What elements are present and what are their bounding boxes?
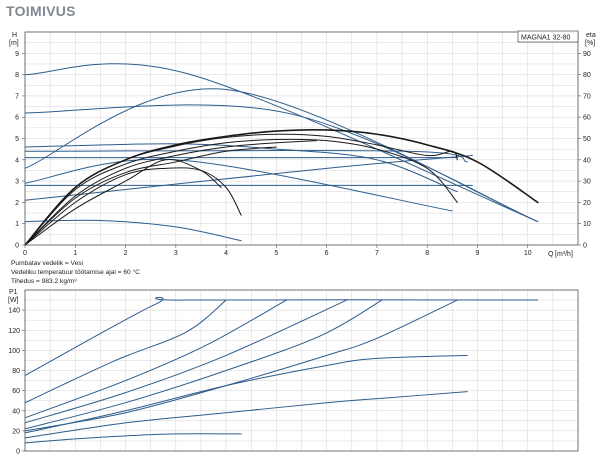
note-liquid: Pumbatav vedelik = Vesi: [11, 260, 84, 267]
x-tick-label: 2: [124, 250, 128, 257]
y2-tick-label: 10: [583, 221, 591, 228]
y-axis-unit-p1: [W]: [8, 297, 19, 304]
y-tick-label: 9: [15, 51, 19, 58]
upper-series: [24, 63, 539, 246]
efficiency-curve-14: [24, 140, 318, 246]
y2-tick-label: 30: [583, 179, 591, 186]
p1-tick-label: 60: [12, 388, 20, 395]
note-density: Tihedus = 983.2 kg/m³: [11, 278, 77, 285]
power-curve-1: [24, 296, 539, 377]
model-box: [517, 30, 579, 43]
y2-axis-label-eta: eta: [586, 32, 596, 39]
head-curve-6: [24, 88, 539, 223]
p1-tick-label: 20: [12, 428, 20, 435]
lower-ticks: 0 20 40 60 80 100 120 140: [8, 308, 25, 456]
head-curve-1: [24, 63, 539, 223]
y2-tick-label: 60: [583, 115, 591, 122]
x-tick-label: 6: [325, 250, 329, 257]
y-axis-label-p1: P1: [9, 289, 18, 296]
power-curve-4: [24, 299, 348, 424]
x-tick-label: 4: [224, 250, 228, 257]
y-tick-label: 7: [15, 93, 19, 100]
y2-axis-unit-eta: [%]: [585, 40, 595, 47]
y-tick-label: 4: [15, 157, 19, 164]
y-axis-unit-h: [m]: [9, 40, 19, 47]
lower-series: [24, 296, 539, 444]
power-curve-3: [24, 299, 287, 419]
y-axis-label-h: H: [12, 32, 17, 39]
note-temperature: Vedeliku temperatuur töötamise ajal = 60…: [11, 268, 140, 276]
p1-tick-label: 40: [12, 408, 20, 415]
head-curve-7: [24, 158, 453, 212]
model-label: MAGNA1 32-80: [521, 35, 571, 42]
y-tick-label: 3: [15, 179, 19, 186]
p1-tick-label: 100: [8, 348, 20, 355]
p1-tick-label: 120: [8, 328, 20, 335]
power-curve-6: [24, 299, 458, 432]
y2-tick-label: 20: [583, 200, 591, 207]
head-curve-9: [24, 219, 242, 242]
x-tick-label: 0: [23, 250, 27, 257]
y-tick-label: 8: [15, 72, 19, 79]
y-tick-label: 0: [15, 243, 19, 250]
y2-tick-label: 90: [583, 51, 591, 58]
efficiency-curve-12: [24, 133, 458, 246]
y2-tick-label: 50: [583, 136, 591, 143]
power-curve-2: [24, 299, 227, 404]
y-tick-label: 5: [15, 136, 19, 143]
p1-tick-label: 80: [12, 368, 20, 375]
p1-tick-label: 0: [16, 449, 20, 456]
x-tick-label: 7: [375, 250, 379, 257]
p1-tick-label: 140: [8, 308, 20, 315]
y2-tick-label: 40: [583, 157, 591, 164]
x-tick-label: 8: [425, 250, 429, 257]
x-tick-label: 5: [274, 250, 278, 257]
y-tick-label: 1: [15, 221, 19, 228]
y-tick-label: 2: [15, 200, 19, 207]
y2-tick-label: 0: [583, 243, 587, 250]
y2-tick-label: 80: [583, 72, 591, 79]
head-curve-2: [24, 104, 539, 223]
x-tick-label: 10: [524, 250, 532, 257]
head-curve-10: [24, 143, 458, 193]
x-tick-label: 9: [476, 250, 480, 257]
x-tick-label: 3: [174, 250, 178, 257]
x-tick-label: 1: [73, 250, 77, 257]
efficiency-curve-15: [24, 146, 277, 246]
head-curve-3: [24, 149, 468, 163]
efficiency-curve-13: [24, 138, 458, 246]
power-curve-7: [24, 354, 468, 434]
power-curve-5: [24, 299, 383, 430]
power-curve-8: [24, 391, 468, 439]
y-tick-label: 6: [15, 115, 19, 122]
efficiency-curve-17: [24, 159, 222, 246]
page-title: TOIMIVUS: [6, 3, 76, 19]
y2-tick-label: 70: [583, 93, 591, 100]
power-curve-9: [24, 433, 242, 444]
x-axis-label-q: Q: [548, 251, 554, 258]
x-axis-unit-q: [m³/h]: [555, 251, 573, 258]
efficiency-curve-16: [24, 167, 242, 246]
